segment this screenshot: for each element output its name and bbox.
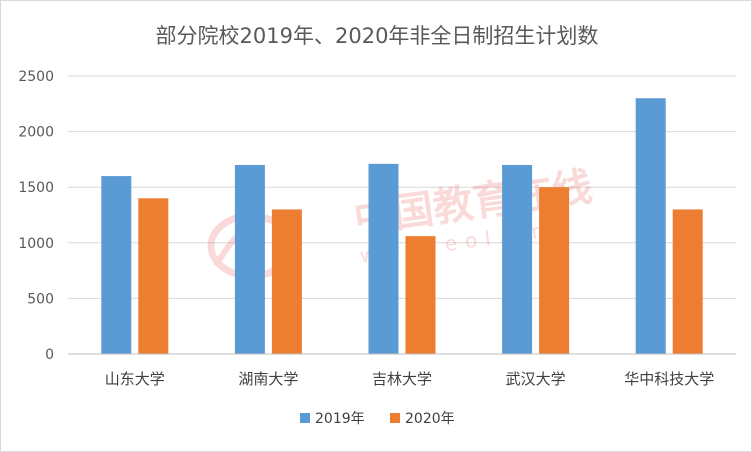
bar-series1 xyxy=(635,98,666,355)
legend-swatch xyxy=(300,413,310,423)
bar-series1 xyxy=(101,176,132,354)
bar-series2 xyxy=(271,209,302,354)
y-tick-label: 1500 xyxy=(18,180,54,196)
chart-title: 部分院校2019年、2020年非全日制招生计划数 xyxy=(156,24,599,48)
legend-swatch xyxy=(390,413,400,423)
bar-series2 xyxy=(672,209,703,354)
bars xyxy=(101,98,703,355)
legend-label: 2019年 xyxy=(315,411,365,427)
bar-series2 xyxy=(539,187,570,354)
y-tick-label: 2500 xyxy=(18,69,54,85)
x-category-label: 山东大学 xyxy=(105,370,165,388)
y-tick-label: 2000 xyxy=(18,125,54,141)
legend-label: 2020年 xyxy=(405,411,455,427)
gridlines xyxy=(68,75,736,299)
x-category-label: 华中科技大学 xyxy=(624,370,714,388)
legend: 2019年 2020年 xyxy=(300,411,455,427)
x-category-label: 吉林大学 xyxy=(372,370,432,388)
y-tick-label: 500 xyxy=(27,291,54,307)
y-tick-label: 1000 xyxy=(18,236,54,252)
bar-series2 xyxy=(138,198,169,354)
bar-series2 xyxy=(405,236,436,354)
y-axis-ticks: 0 500 1000 1500 2000 2500 xyxy=(18,69,54,363)
watermark: 中国教育在线 www.eol.cn xyxy=(207,164,595,280)
x-category-label: 武汉大学 xyxy=(506,370,566,388)
bar-series1 xyxy=(502,164,533,354)
bar-series1 xyxy=(234,164,265,354)
x-category-label: 湖南大学 xyxy=(238,370,298,388)
x-axis-categories: 山东大学 湖南大学 吉林大学 武汉大学 华中科技大学 xyxy=(105,370,714,388)
bar-series1 xyxy=(368,163,399,354)
y-tick-label: 0 xyxy=(45,347,54,363)
